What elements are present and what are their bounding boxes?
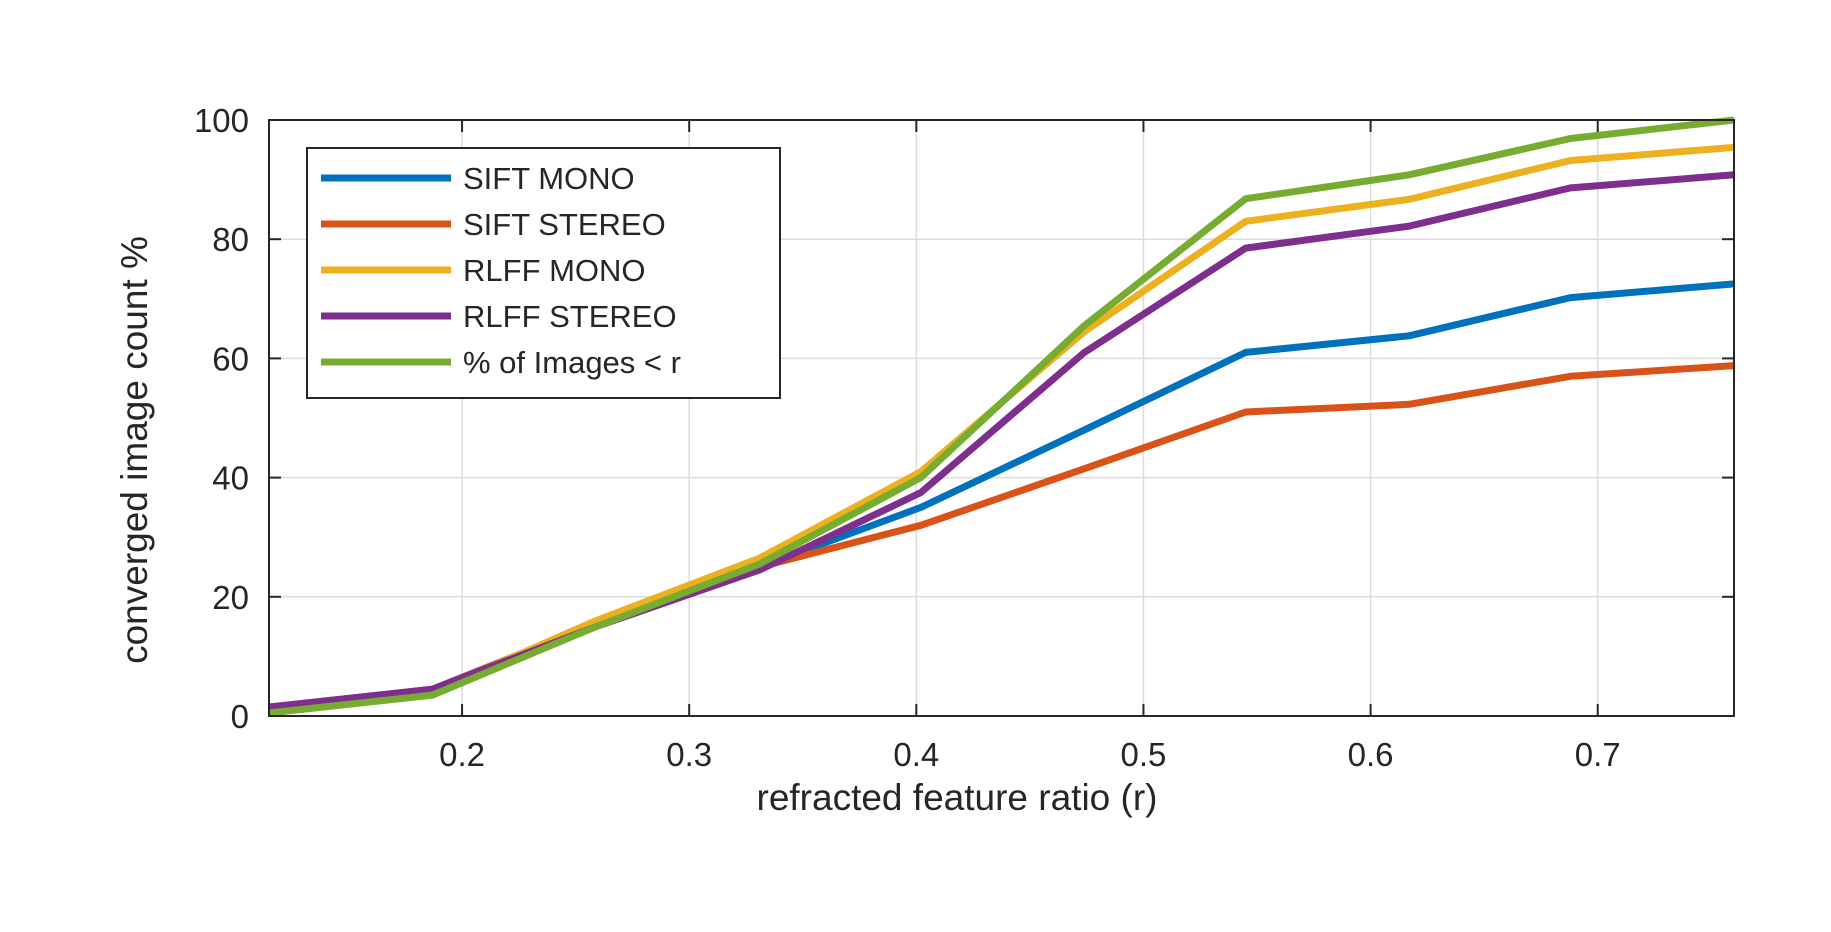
x-tick-label: 0.7 bbox=[1575, 736, 1621, 773]
y-tick-label: 20 bbox=[212, 579, 249, 616]
x-tick-label: 0.5 bbox=[1121, 736, 1167, 773]
y-tick-label: 60 bbox=[212, 340, 249, 377]
x-tick-label: 0.6 bbox=[1348, 736, 1394, 773]
series-line-4 bbox=[268, 116, 1735, 717]
legend-label-0: SIFT MONO bbox=[463, 161, 635, 196]
y-tick-label: 0 bbox=[231, 698, 249, 735]
legend-label-1: SIFT STEREO bbox=[463, 207, 666, 242]
y-axis-label: converged image count % bbox=[114, 236, 155, 664]
x-tick-label: 0.3 bbox=[666, 736, 712, 773]
legend-label-4: % of Images < r bbox=[463, 345, 681, 380]
y-tick-label: 80 bbox=[212, 221, 249, 258]
legend-label-3: RLFF STEREO bbox=[463, 299, 677, 334]
y-tick-label: 40 bbox=[212, 460, 249, 497]
y-tick-label: 100 bbox=[194, 102, 249, 139]
x-axis-label: refracted feature ratio (r) bbox=[757, 777, 1158, 818]
x-tick-label: 0.4 bbox=[893, 736, 939, 773]
legend-label-2: RLFF MONO bbox=[463, 253, 646, 288]
plot-area-frame bbox=[268, 119, 1735, 717]
series-line-1 bbox=[268, 362, 1735, 711]
x-tick-label: 0.2 bbox=[439, 736, 485, 773]
